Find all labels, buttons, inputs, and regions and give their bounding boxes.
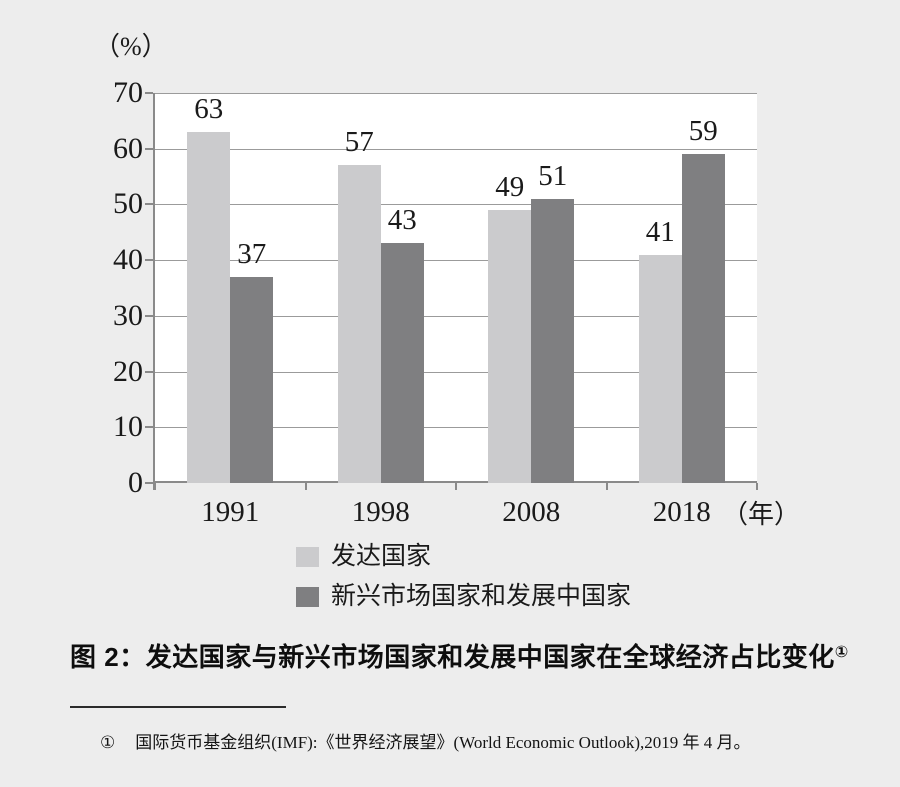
y-axis-tick-label: 10 [113, 410, 143, 444]
caption-footnote-marker: ① [834, 644, 849, 661]
bar [187, 132, 231, 483]
legend-item: 发达国家 [296, 543, 631, 571]
footnote-divider [70, 706, 286, 708]
figure-caption: 图 2：发达国家与新兴市场国家和发展中国家在全球经济占比变化① [70, 641, 870, 678]
y-axis-line [153, 93, 155, 490]
caption-prefix: 图 2： [70, 642, 146, 672]
bar [337, 165, 381, 483]
gridline [155, 204, 757, 206]
bar-value-label: 41 [645, 215, 675, 248]
legend: 发达国家新兴市场国家和发展中国家 [296, 543, 631, 611]
y-axis-tick-label: 70 [113, 76, 143, 109]
gridline [155, 148, 757, 150]
gridline [155, 427, 757, 429]
bar [638, 254, 682, 483]
x-axis-unit-label: （年） [722, 500, 801, 529]
x-axis-category-label: 1991 [201, 496, 260, 528]
bar-value-label: 57 [344, 126, 374, 159]
x-axis-tick [455, 483, 457, 490]
footnote-text: 国际货币基金组织(IMF):《世界经济展望》(World Economic Ou… [135, 733, 751, 752]
bar [488, 210, 532, 483]
caption-text: 发达国家与新兴市场国家和发展中国家在全球经济占比变化 [145, 642, 835, 672]
x-axis-tick [605, 483, 608, 490]
legend-swatch [296, 547, 319, 567]
bar [531, 198, 575, 483]
bar-value-label: 43 [387, 204, 417, 237]
bar-value-label: 51 [538, 159, 568, 192]
y-axis-tick [145, 370, 153, 373]
y-axis-unit-label: （%） [94, 32, 168, 61]
bar-value-label: 63 [194, 93, 224, 125]
footnote-marker: ① [100, 733, 116, 752]
bar-value-label: 37 [237, 237, 267, 270]
gridline [155, 260, 757, 262]
y-axis-tick-label: 40 [113, 243, 143, 277]
bar-value-label: 59 [688, 115, 718, 148]
bar [230, 276, 274, 483]
x-axis-tick [756, 483, 758, 490]
x-axis-line [155, 481, 757, 483]
y-axis-tick [145, 314, 153, 317]
gridline [155, 371, 757, 373]
y-axis-tick [145, 92, 153, 94]
x-axis-category-label: 2018 [652, 496, 711, 528]
y-axis-tick-label: 20 [113, 354, 143, 388]
x-axis-tick [304, 483, 307, 490]
y-axis-tick [145, 259, 153, 262]
bar-value-label: 49 [495, 171, 525, 203]
legend-item: 新兴市场国家和发展中国家 [296, 583, 631, 611]
bar [681, 154, 725, 483]
gridline [155, 93, 757, 94]
x-axis-category-label: 1998 [351, 496, 410, 528]
legend-label: 新兴市场国家和发展中国家 [331, 583, 632, 610]
gridline [155, 315, 757, 317]
y-axis-tick-label: 60 [113, 131, 143, 165]
y-axis-tick-label: 0 [128, 466, 143, 499]
legend-swatch [296, 587, 319, 607]
y-axis-tick [145, 147, 153, 150]
x-axis-tick [154, 483, 156, 490]
x-axis-category-label: 2008 [502, 496, 561, 528]
y-axis-tick [145, 426, 153, 429]
y-axis-tick [145, 203, 153, 206]
legend-label: 发达国家 [331, 543, 432, 570]
footnote: ① 国际货币基金组织(IMF):《世界经济展望》(World Economic O… [100, 731, 860, 755]
bar [380, 243, 424, 483]
y-axis-tick-label: 30 [113, 298, 143, 332]
y-axis-tick [145, 482, 153, 484]
y-axis-tick-label: 50 [113, 187, 143, 221]
